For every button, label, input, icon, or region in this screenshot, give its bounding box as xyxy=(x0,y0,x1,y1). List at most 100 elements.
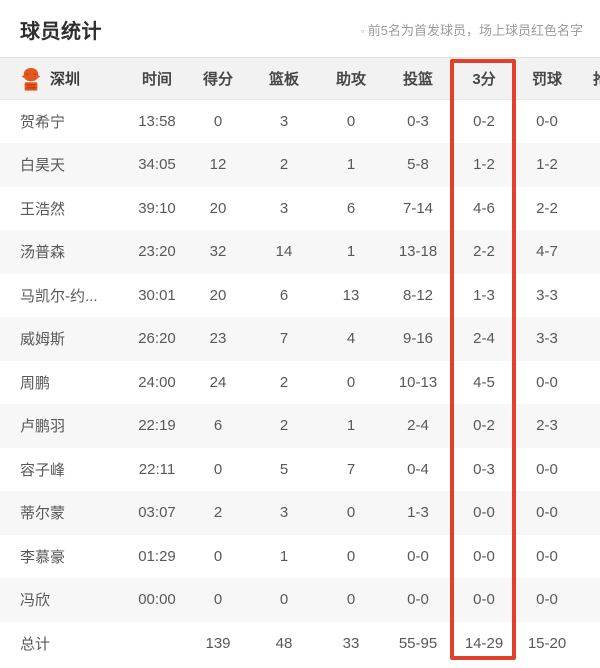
cell-field-goals: 0-3 xyxy=(407,113,429,130)
player-row: 马凯尔-约... 30:01 20 6 13 8-12 1-3 3-3 xyxy=(0,274,600,318)
cell-name: 李慕豪 xyxy=(20,548,66,566)
cell-extra xyxy=(578,317,600,361)
cell-three-points: 4-6 xyxy=(473,199,495,217)
cell-rebounds: 1 xyxy=(279,547,289,565)
cell-assists: 6 xyxy=(346,199,356,217)
cell-name: 容子峰 xyxy=(20,461,66,479)
cell-points: 12 xyxy=(209,156,227,174)
cell-name: 总计 xyxy=(20,635,51,653)
cell-name: 白昊天 xyxy=(20,157,66,175)
cell-rebounds: 14 xyxy=(275,243,293,261)
panel-header: 球员统计 ◦ 前5名为首发球员，场上球员红色名字 xyxy=(0,0,600,45)
player-row: 威姆斯 26:20 23 7 4 9-16 2-4 3-3 xyxy=(0,317,600,361)
cell-points: 0 xyxy=(213,547,223,565)
cell-time: 26:20 xyxy=(138,330,176,348)
cell-points: 20 xyxy=(209,199,227,217)
cell-three-points: 2-2 xyxy=(473,243,495,261)
page-title: 球员统计 xyxy=(20,20,102,43)
col-header-field-goals: 投篮 xyxy=(402,71,433,88)
cell-extra xyxy=(578,491,600,535)
cell-extra xyxy=(578,404,600,448)
cell-name: 贺希宁 xyxy=(20,114,66,131)
cell-free-throws: 0-0 xyxy=(536,591,558,609)
cell-assists: 4 xyxy=(346,330,356,348)
cell-free-throws: 0-0 xyxy=(536,373,558,391)
cell-three-points: 2-4 xyxy=(473,330,495,348)
cell-assists: 13 xyxy=(342,286,360,304)
cell-extra xyxy=(578,448,600,492)
cell-name: 卢鹏羽 xyxy=(20,418,66,436)
cell-points: 0 xyxy=(213,460,223,478)
note-text: 前5名为首发球员，场上球员红色名字 xyxy=(367,22,583,38)
cell-field-goals: 55-95 xyxy=(398,634,438,652)
player-stats-table: 深圳 时间 得分 篮板 助攻 投篮 3分 罚球 抢断 贺希宁 13:58 0 3 0 0-… xyxy=(0,57,600,665)
col-header-team: 深圳 xyxy=(0,58,128,100)
cell-rebounds: 2 xyxy=(279,417,289,435)
cell-time: 03:07 xyxy=(138,504,176,522)
cell-assists: 33 xyxy=(342,634,360,652)
cell-name: 王浩然 xyxy=(20,200,66,218)
cell-extra xyxy=(578,622,600,666)
cell-assists: 0 xyxy=(346,373,356,391)
cell-points: 0 xyxy=(213,591,223,609)
player-row: 周鹏 24:00 24 2 0 10-13 4-5 0-0 xyxy=(0,361,600,405)
cell-field-goals: 0-0 xyxy=(407,547,429,565)
cell-time: 23:20 xyxy=(138,243,176,261)
cell-extra xyxy=(578,187,600,231)
col-header-time: 时间 xyxy=(141,71,172,88)
col-header-free-throws: 罚球 xyxy=(531,71,562,88)
cell-rebounds: 3 xyxy=(279,504,289,522)
cell-extra xyxy=(578,274,600,318)
cell-extra xyxy=(578,230,600,274)
player-row: 卢鹏羽 22:19 6 2 1 2-4 0-2 2-3 xyxy=(0,404,600,448)
cell-free-throws: 0-0 xyxy=(536,113,558,130)
cell-assists: 1 xyxy=(346,417,356,435)
cell-rebounds: 5 xyxy=(279,460,289,478)
cell-name: 蒂尔蒙 xyxy=(20,505,66,523)
cell-rebounds: 48 xyxy=(275,634,293,652)
cell-name: 冯欣 xyxy=(20,592,51,610)
cell-assists: 1 xyxy=(346,243,356,261)
cell-points: 32 xyxy=(209,243,227,261)
cell-field-goals: 5-8 xyxy=(407,156,429,174)
cell-extra xyxy=(578,578,600,622)
cell-name: 马凯尔-约... xyxy=(20,287,98,305)
player-row: 蒂尔蒙 03:07 2 3 0 1-3 0-0 0-0 xyxy=(0,491,600,535)
cell-three-points: 0-2 xyxy=(473,113,495,130)
cell-three-points: 0-0 xyxy=(473,547,495,565)
cell-time xyxy=(128,622,186,666)
cell-three-points: 4-5 xyxy=(473,373,495,391)
team-name: 深圳 xyxy=(50,71,81,88)
cell-free-throws: 2-3 xyxy=(536,417,558,435)
cell-time: 13:58 xyxy=(138,113,176,130)
cell-time: 24:00 xyxy=(138,373,176,391)
cell-name: 周鹏 xyxy=(20,374,51,392)
cell-rebounds: 6 xyxy=(279,286,289,304)
cell-free-throws: 4-7 xyxy=(536,243,558,261)
cell-field-goals: 0-0 xyxy=(407,591,429,609)
cell-three-points: 1-2 xyxy=(473,156,495,174)
cell-field-goals: 1-3 xyxy=(407,504,429,522)
team-logo-icon xyxy=(20,66,42,92)
total-row: 总计 139 48 33 55-95 14-29 15-20 xyxy=(0,622,600,666)
col-header-steals-partial: 抢断 xyxy=(578,58,600,100)
cell-rebounds: 3 xyxy=(279,113,289,130)
cell-rebounds: 7 xyxy=(279,330,289,348)
cell-time: 01:29 xyxy=(138,547,176,565)
player-row: 贺希宁 13:58 0 3 0 0-3 0-2 0-0 xyxy=(0,100,600,144)
cell-field-goals: 2-4 xyxy=(407,417,429,435)
col-header-assists: 助攻 xyxy=(335,71,366,88)
header-note: ◦ 前5名为首发球员，场上球员红色名字 xyxy=(361,20,584,39)
cell-three-points: 0-2 xyxy=(473,417,495,435)
cell-points: 139 xyxy=(205,634,231,652)
cell-time: 39:10 xyxy=(138,199,176,217)
cell-free-throws: 1-2 xyxy=(536,156,558,174)
col-header-three-points: 3分 xyxy=(472,71,496,88)
cell-points: 6 xyxy=(213,417,223,435)
player-row: 李慕豪 01:29 0 1 0 0-0 0-0 0-0 xyxy=(0,535,600,579)
cell-free-throws: 3-3 xyxy=(536,286,558,304)
player-row: 王浩然 39:10 20 3 6 7-14 4-6 2-2 xyxy=(0,187,600,231)
cell-three-points: 14-29 xyxy=(464,634,504,652)
cell-three-points: 0-3 xyxy=(473,460,495,478)
